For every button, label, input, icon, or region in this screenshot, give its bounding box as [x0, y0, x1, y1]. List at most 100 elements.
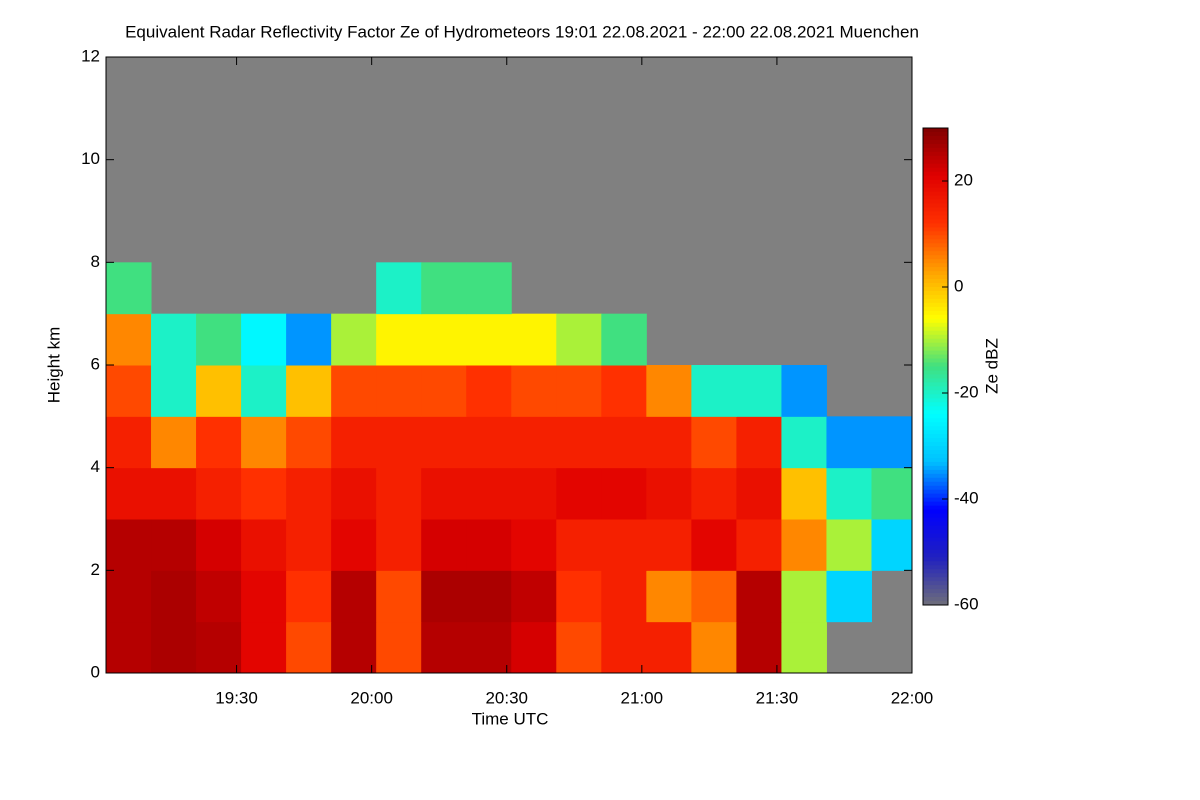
colorbar-segment — [923, 342, 948, 348]
heatmap-cell — [286, 416, 332, 469]
heatmap-cell — [781, 519, 827, 571]
colorbar-segment — [923, 223, 948, 228]
colorbar-segment — [923, 302, 948, 308]
colorbar-segment — [923, 275, 948, 280]
colorbar-segment — [923, 287, 948, 292]
colorbar-segment — [923, 306, 948, 312]
heatmap-cell — [151, 467, 197, 520]
heatmap-cell — [331, 570, 377, 623]
colorbar-segment — [923, 239, 948, 244]
heatmap-cell — [511, 570, 557, 623]
heatmap-cell — [241, 467, 287, 520]
x-tick-label: 20:00 — [350, 688, 393, 707]
colorbar-segment — [923, 326, 948, 332]
heatmap-cell — [286, 313, 332, 366]
heatmap-cell — [736, 570, 782, 623]
colorbar-segment — [923, 589, 948, 594]
heatmap-cell — [556, 570, 602, 623]
colorbar-segment — [923, 183, 948, 189]
colorbar-segment — [923, 461, 948, 467]
colorbar-segment — [923, 593, 948, 598]
colorbar-segment — [923, 179, 948, 185]
colorbar-segment — [923, 509, 948, 515]
heatmap-cell — [376, 416, 422, 469]
heatmap-cell — [151, 313, 197, 366]
heatmap-cell — [826, 467, 872, 520]
heatmap-cell — [196, 313, 242, 366]
heatmap-cell — [466, 416, 512, 469]
heatmap-cell — [106, 262, 152, 315]
colorbar-segment — [923, 334, 948, 340]
heatmap-cell — [376, 365, 422, 417]
colorbar-segment — [923, 322, 948, 328]
colorbar-segment — [923, 497, 948, 503]
colorbar-segment — [923, 155, 948, 161]
colorbar-segment — [923, 235, 948, 240]
colorbar-segment — [923, 366, 948, 371]
heatmap-cell — [241, 313, 287, 366]
heatmap-cell — [151, 570, 197, 623]
colorbar-segment — [923, 418, 948, 423]
colorbar-tick-label: 20 — [954, 170, 973, 189]
colorbar-segment — [923, 382, 948, 387]
colorbar-segment — [923, 430, 948, 435]
colorbar-segment — [923, 442, 948, 447]
heatmap-cell — [871, 519, 913, 571]
heatmap-cell — [781, 467, 827, 520]
colorbar-segment — [923, 513, 948, 519]
heatmap-cell — [106, 416, 152, 469]
heatmap-cell — [376, 621, 422, 674]
colorbar-segment — [923, 255, 948, 260]
colorbar-segment — [923, 501, 948, 507]
colorbar-segment — [923, 438, 948, 443]
colorbar-segment — [923, 434, 948, 439]
heatmap-cell — [286, 519, 332, 571]
colorbar-segment — [923, 585, 948, 590]
heatmap-cell — [106, 467, 152, 520]
heatmap-cell — [376, 467, 422, 520]
colorbar-segment — [923, 378, 948, 383]
colorbar-segment — [923, 581, 948, 586]
heatmap-cell — [421, 365, 467, 417]
heatmap-cell — [781, 621, 827, 674]
colorbar-segment — [923, 402, 948, 407]
heatmap-cell — [691, 570, 737, 623]
heatmap-cell — [511, 313, 557, 366]
colorbar-segment — [923, 263, 948, 268]
colorbar-segment — [923, 521, 948, 526]
heatmap-cell — [466, 365, 512, 417]
heatmap-cell — [196, 416, 242, 469]
heatmap-cell — [466, 262, 512, 315]
heatmap-cell — [421, 519, 467, 571]
heatmap-cell — [196, 365, 242, 417]
heatmap-cell — [646, 365, 692, 417]
colorbar-label: Ze dBZ — [982, 338, 1001, 394]
heatmap-cell — [736, 467, 782, 520]
colorbar-segment — [923, 163, 948, 169]
colorbar-segment — [923, 314, 948, 320]
heatmap-cell — [106, 621, 152, 674]
colorbar-segment — [923, 259, 948, 264]
heatmap-cell — [781, 416, 827, 469]
x-tick-label: 22:00 — [891, 688, 934, 707]
colorbar-segment — [923, 199, 948, 205]
colorbar-segment — [923, 271, 948, 276]
colorbar-segment — [923, 537, 948, 542]
colorbar-segment — [923, 310, 948, 316]
colorbar-segment — [923, 481, 948, 487]
colorbar-segment — [923, 426, 948, 431]
heatmap-cell — [196, 621, 242, 674]
colorbar-segment — [923, 457, 948, 463]
colorbar-segment — [923, 358, 948, 364]
x-tick-label: 20:30 — [485, 688, 528, 707]
x-tick-label: 21:30 — [756, 688, 799, 707]
heatmap-cell — [286, 621, 332, 674]
colorbar-segment — [923, 159, 948, 165]
y-tick-label: 0 — [91, 662, 100, 681]
colorbar-segment — [923, 175, 948, 181]
colorbar-segment — [923, 569, 948, 574]
heatmap-cell — [601, 467, 647, 520]
colorbar-segment — [923, 362, 948, 367]
colorbar-segment — [923, 131, 948, 137]
